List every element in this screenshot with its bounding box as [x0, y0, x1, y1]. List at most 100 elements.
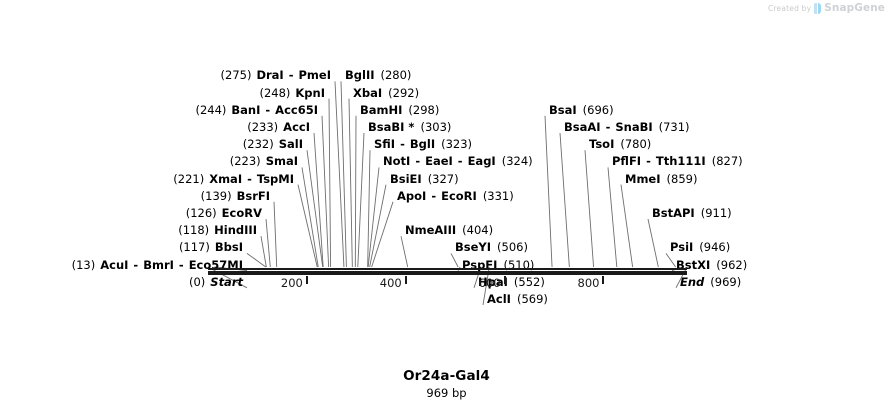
- site-position: (780): [620, 137, 652, 152]
- restriction-site-label[interactable]: (244) BanI - Acc65I: [195, 103, 318, 117]
- restriction-site-label[interactable]: (221) XmaI - TspMI: [173, 171, 294, 186]
- enzyme-name: AclI: [487, 292, 511, 306]
- restriction-site-label[interactable]: (0) Start: [189, 274, 243, 289]
- restriction-site-label[interactable]: XbaI (292): [353, 85, 420, 100]
- enzyme-name-group: NotI - EaeI - EagI: [383, 154, 496, 168]
- restriction-site-label[interactable]: (139) BsrFI: [201, 189, 270, 203]
- restriction-site-label[interactable]: (118) HindIII: [178, 224, 257, 237]
- restriction-site-label[interactable]: BsaBI * (303): [368, 121, 451, 134]
- site-leader-line: [321, 115, 330, 268]
- site-position: (248): [259, 85, 291, 100]
- restriction-site-label[interactable]: BglII (280): [345, 69, 411, 82]
- site-position: (827): [711, 154, 743, 169]
- enzyme-name: BamHI: [360, 102, 403, 117]
- enzyme-name: BanI: [231, 102, 261, 117]
- enzyme-name: PmeI: [298, 68, 332, 83]
- enzyme-name-group: BsiEI: [390, 172, 422, 186]
- enzyme-separator: -: [642, 154, 655, 169]
- restriction-site-label[interactable]: PspFI (510): [462, 258, 534, 272]
- enzyme-name-group: BstXI: [676, 258, 710, 272]
- site-position: (731): [658, 120, 690, 134]
- enzyme-name: DraI: [256, 68, 284, 83]
- site-position: (298): [408, 102, 440, 117]
- restriction-site-label[interactable]: (233) AccI: [247, 121, 310, 134]
- restriction-site-label[interactable]: SfiI - BglI (323): [374, 138, 472, 151]
- enzyme-name: AccI: [283, 120, 310, 134]
- site-leader-line: [584, 150, 595, 268]
- enzyme-name-group: NmeAIII: [405, 223, 456, 237]
- site-leader-line: [559, 132, 570, 268]
- restriction-site-label[interactable]: BsiEI (327): [390, 172, 459, 186]
- restriction-site-label[interactable]: BamHI (298): [360, 102, 440, 117]
- restriction-site-label[interactable]: BstAPI (911): [652, 207, 732, 220]
- restriction-site-label[interactable]: (275) DraI - PmeI: [221, 69, 331, 82]
- site-position: (696): [582, 102, 614, 117]
- sequence-terminus-label: Start: [210, 274, 243, 289]
- enzyme-name-group: BamHI: [360, 103, 402, 117]
- restriction-site-label[interactable]: BseYI (506): [455, 241, 528, 254]
- site-leader-line: [369, 184, 387, 268]
- restriction-site-label[interactable]: (248) KpnI: [259, 85, 325, 100]
- site-position: (292): [388, 85, 420, 100]
- restriction-site-label[interactable]: PflFI - Tth111I (827): [612, 155, 743, 168]
- site-position: (221): [173, 171, 205, 186]
- enzyme-name-group: BsrFI: [237, 189, 270, 203]
- enzyme-separator: -: [261, 102, 275, 117]
- enzyme-name: EaeI: [425, 154, 453, 169]
- enzyme-name: NmeAIII: [405, 223, 457, 238]
- restriction-site-label[interactable]: AclI (569): [487, 293, 548, 306]
- restriction-site-label[interactable]: (126) EcoRV: [186, 207, 262, 220]
- site-leader-line: [675, 266, 688, 289]
- enzyme-name: MmeI: [625, 171, 661, 186]
- restriction-site-label[interactable]: BsaI (696): [549, 102, 614, 117]
- enzyme-name-group: BbsI: [215, 240, 243, 254]
- enzyme-separator: -: [396, 137, 409, 152]
- restriction-site-label[interactable]: BstXI (962): [676, 258, 747, 272]
- watermark-created-by-text: Created by: [767, 3, 812, 13]
- restriction-site-label[interactable]: (117) BbsI: [179, 241, 243, 254]
- enzyme-name: KpnI: [295, 85, 325, 100]
- enzyme-name: Eco57MI: [188, 257, 243, 272]
- site-leader-line: [665, 253, 676, 268]
- enzyme-name-group: BglII: [345, 68, 375, 82]
- enzyme-name: TspMI: [256, 171, 294, 186]
- restriction-site-label[interactable]: (13) AcuI - BmrI - Eco57MI: [72, 257, 243, 272]
- restriction-site-label[interactable]: BsaAI - SnaBI (731): [564, 121, 690, 134]
- enzyme-name: Acc65I: [275, 102, 318, 117]
- restriction-site-label[interactable]: HpaI (552): [478, 275, 545, 289]
- enzyme-name-group: BanI - Acc65I: [231, 103, 318, 117]
- enzyme-name: Tth111I: [655, 154, 706, 169]
- enzyme-name-group: PflFI - Tth111I: [612, 154, 706, 168]
- watermark-brand-text: SnapGene: [824, 2, 885, 14]
- ruler-tick: [305, 276, 308, 284]
- enzyme-name-group: BsaBI *: [368, 120, 414, 134]
- enzyme-name: BsrFI: [236, 188, 270, 203]
- site-leader-line: [297, 184, 318, 268]
- restriction-site-label[interactable]: ApoI - EcoRI (331): [397, 188, 514, 203]
- site-leader-line: [334, 81, 345, 268]
- enzyme-name-group: SalI: [279, 137, 303, 151]
- enzyme-separator: -: [427, 188, 441, 203]
- enzyme-name-group: SfiI - BglI: [374, 137, 435, 151]
- site-position: (303): [420, 120, 452, 134]
- restriction-site-label[interactable]: (232) SalI: [243, 138, 303, 151]
- enzyme-name: AcuI: [100, 257, 129, 272]
- enzyme-name: SalI: [278, 137, 303, 152]
- ruler-tick: [602, 276, 605, 284]
- restriction-site-label[interactable]: TsoI (780): [589, 138, 651, 151]
- enzyme-name-group: BseYI: [455, 240, 491, 254]
- enzyme-name: BglI: [409, 137, 436, 152]
- restriction-site-label[interactable]: NotI - EaeI - EagI (324): [383, 155, 533, 168]
- restriction-site-label[interactable]: NmeAIII (404): [405, 224, 493, 237]
- enzyme-name-group: MmeI: [625, 172, 661, 186]
- restriction-site-label[interactable]: (223) SmaI: [230, 155, 298, 168]
- site-position: (280): [380, 68, 412, 83]
- site-position: (324): [501, 154, 533, 169]
- restriction-site-label[interactable]: End (969): [680, 275, 741, 289]
- site-position: (275): [220, 68, 252, 83]
- site-position: (404): [462, 223, 494, 238]
- restriction-site-label[interactable]: MmeI (859): [625, 172, 697, 186]
- enzyme-separator: -: [284, 68, 298, 83]
- restriction-site-label[interactable]: PsiI (946): [670, 241, 730, 254]
- site-position: (569): [516, 292, 548, 306]
